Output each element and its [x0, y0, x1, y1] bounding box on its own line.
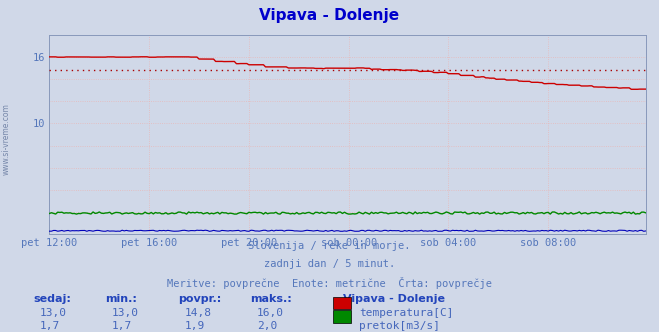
Text: 1,7: 1,7	[40, 321, 60, 331]
Text: Meritve: povprečne  Enote: metrične  Črta: povprečje: Meritve: povprečne Enote: metrične Črta:…	[167, 277, 492, 289]
Text: temperatura[C]: temperatura[C]	[359, 308, 453, 318]
Text: Vipava - Dolenje: Vipava - Dolenje	[343, 294, 445, 304]
Text: 13,0: 13,0	[40, 308, 67, 318]
Text: 1,7: 1,7	[112, 321, 132, 331]
Text: 16,0: 16,0	[257, 308, 284, 318]
Text: povpr.:: povpr.:	[178, 294, 221, 304]
Text: pretok[m3/s]: pretok[m3/s]	[359, 321, 440, 331]
Text: Slovenija / reke in morje.: Slovenija / reke in morje.	[248, 241, 411, 251]
Text: 14,8: 14,8	[185, 308, 212, 318]
Text: 1,9: 1,9	[185, 321, 205, 331]
Text: maks.:: maks.:	[250, 294, 292, 304]
Text: www.si-vreme.com: www.si-vreme.com	[2, 104, 11, 175]
Text: min.:: min.:	[105, 294, 137, 304]
Text: 2,0: 2,0	[257, 321, 277, 331]
Text: Vipava - Dolenje: Vipava - Dolenje	[260, 8, 399, 23]
Text: 13,0: 13,0	[112, 308, 139, 318]
Text: sedaj:: sedaj:	[33, 294, 71, 304]
Text: zadnji dan / 5 minut.: zadnji dan / 5 minut.	[264, 259, 395, 269]
